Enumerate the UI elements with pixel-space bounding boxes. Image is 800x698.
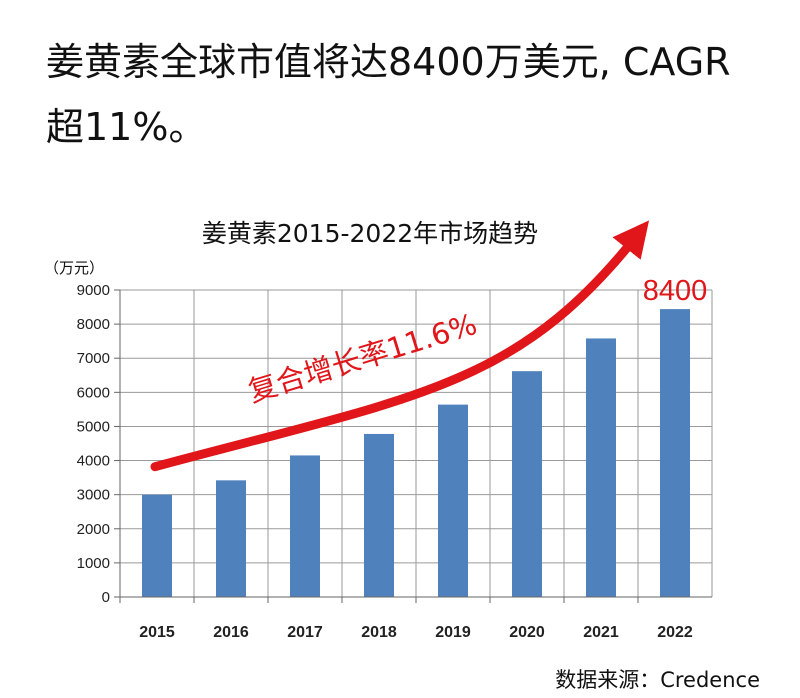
data-source-note: 数据来源：Credence (555, 668, 760, 692)
bar-2020 (512, 371, 542, 597)
y-tick-label: 6000 (77, 384, 110, 401)
y-tick-label: 3000 (77, 487, 110, 504)
x-tick-label-2018: 2018 (361, 624, 397, 641)
headline: 姜黄素全球市值将达8400万美元, CAGR 超11%。 (46, 30, 766, 160)
bar-2022 (660, 309, 690, 597)
bar-2017 (290, 455, 320, 597)
headline-line-1: 姜黄素全球市值将达8400万美元, CAGR (46, 40, 731, 84)
x-tick-label-2015: 2015 (139, 624, 175, 641)
y-tick-label: 1000 (77, 555, 110, 572)
x-tick-label-2017: 2017 (287, 624, 323, 641)
y-tick-label: 7000 (77, 350, 110, 367)
y-tick-label: 2000 (77, 521, 110, 538)
bar-2015 (142, 494, 172, 597)
chart-title: 姜黄素2015-2022年市场趋势 (201, 219, 539, 248)
x-tick-label-2016: 2016 (213, 624, 249, 641)
x-tick-label-2020: 2020 (509, 624, 545, 641)
bar-2016 (216, 480, 246, 597)
y-tick-label: 0 (102, 589, 110, 606)
growth-arrow (150, 220, 650, 472)
x-tick-label-2021: 2021 (583, 624, 619, 641)
y-tick-label: 9000 (77, 282, 110, 299)
y-axis-unit-label: （万元） (44, 259, 105, 277)
bar-2021 (586, 338, 616, 597)
bar-2019 (438, 404, 468, 597)
x-tick-label-2022: 2022 (657, 624, 693, 641)
y-tick-label: 5000 (77, 418, 110, 435)
y-tick-label: 4000 (77, 453, 110, 470)
bar-2018 (364, 433, 394, 597)
headline-line-2: 超11%。 (46, 105, 207, 149)
y-tick-label: 8000 (77, 316, 110, 333)
final-value-label: 8400 (643, 275, 708, 307)
x-tick-label-2019: 2019 (435, 624, 471, 641)
